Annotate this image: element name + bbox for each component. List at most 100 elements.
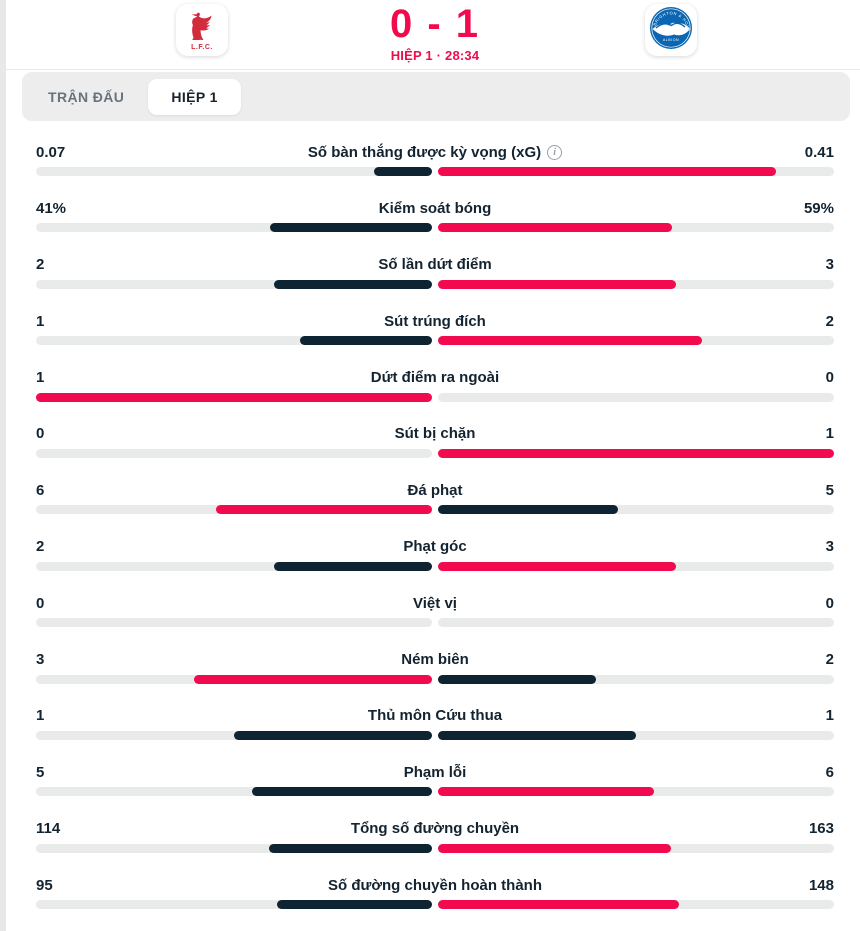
stat-label: Đá phạt [407, 481, 463, 499]
home-bar-track [36, 167, 432, 176]
stat-home-value: 2 [36, 256, 45, 274]
stat-away-value: 5 [825, 481, 834, 499]
home-bar-fill [374, 167, 432, 176]
stat-label: Dứt điểm ra ngoài [370, 369, 500, 387]
away-bar-fill [438, 223, 672, 233]
stat-home-value: 114 [36, 820, 61, 838]
stat-row: 3 Ném biên 2 [36, 631, 834, 687]
away-bar-track [438, 618, 834, 628]
home-bar-track [36, 279, 432, 289]
svg-text:ALBION: ALBION [663, 38, 679, 42]
stat-home-value: 95 [36, 876, 53, 894]
away-bar-fill [438, 730, 636, 740]
away-bar-track [438, 336, 834, 346]
away-bar-fill [438, 787, 654, 797]
stat-bars [36, 505, 834, 515]
home-bar-fill [194, 674, 432, 684]
liverpool-crest-icon [185, 10, 219, 45]
stat-bars [36, 279, 834, 289]
away-bar-fill [438, 843, 672, 853]
stat-row: 2 Phạt góc 3 [36, 518, 834, 574]
stat-bars [36, 392, 834, 402]
stat-label: Thủ môn Cứu thua [367, 707, 503, 725]
home-bar-fill [300, 336, 432, 346]
stat-row: 0.07 Số bàn thắng được kỳ vọng (xG) i 0.… [36, 123, 834, 179]
stat-home-value: 0.07 [36, 143, 66, 161]
stat-bars [36, 618, 834, 628]
stat-label: Phạt góc [403, 538, 467, 556]
stat-home-value: 1 [36, 369, 45, 387]
home-bar-track [36, 674, 432, 684]
stat-away-value: 0 [825, 369, 834, 387]
stat-away-value: 59% [803, 199, 834, 217]
home-bar-track [36, 392, 432, 402]
score-text: 0 - 1 [389, 2, 481, 46]
home-bar-track [36, 843, 432, 853]
stat-bars [36, 730, 834, 740]
stat-label: Số đường chuyền hoàn thành [327, 876, 543, 894]
stat-row: 1 Dứt điểm ra ngoài 0 [36, 349, 834, 405]
away-bar-fill [438, 900, 680, 910]
away-bar-fill [438, 336, 702, 346]
tab-tran-dau[interactable]: TRẬN ĐẤU [48, 88, 125, 105]
stat-away-value: 3 [825, 256, 834, 274]
stat-home-value: 6 [36, 481, 45, 499]
stat-away-value: 0 [825, 594, 834, 612]
home-bar-track [36, 787, 432, 797]
info-icon[interactable]: i [547, 144, 563, 160]
stat-bars [36, 223, 834, 233]
stat-away-value: 1 [825, 425, 834, 443]
away-bar-fill [438, 505, 618, 515]
period-tabs: TRẬN ĐẤU HIỆP 1 [22, 72, 850, 121]
stat-home-value: 3 [36, 651, 45, 669]
stat-away-value: 2 [825, 651, 834, 669]
stat-row: 114 Tổng số đường chuyền 163 [36, 800, 834, 856]
home-bar-fill [234, 730, 432, 740]
home-bar-fill [216, 505, 432, 515]
stat-away-value: 3 [825, 538, 834, 556]
home-bar-fill [269, 223, 432, 233]
stat-row: 0 Sút bị chặn 1 [36, 405, 834, 461]
home-bar-track [36, 618, 432, 628]
stat-away-value: 1 [825, 707, 834, 725]
home-bar-track [36, 336, 432, 346]
stat-home-value: 1 [36, 707, 45, 725]
away-bar-track [438, 674, 834, 684]
home-bar-track [36, 730, 432, 740]
stat-row: 0 Việt vị 0 [36, 574, 834, 630]
stat-bars [36, 674, 834, 684]
stat-home-value: 0 [36, 594, 45, 612]
tab-hiep-1[interactable]: HIỆP 1 [148, 78, 241, 115]
stat-label: Tổng số đường chuyền [350, 820, 520, 838]
away-bar-track [438, 900, 834, 910]
stat-away-value: 0.41 [804, 143, 834, 161]
stat-label: Sút bị chặn [394, 425, 476, 443]
away-bar-track [438, 730, 834, 740]
stat-bars [36, 787, 834, 797]
stat-away-value: 148 [808, 876, 834, 894]
match-status-text: HIỆP 1 · 28:34 [390, 48, 480, 63]
stat-label: Số bàn thắng được kỳ vọng (xG) i [308, 144, 563, 161]
stat-bars [36, 167, 834, 176]
away-bar-fill [438, 561, 676, 571]
page-edge-strip [0, 0, 6, 931]
stat-row: 5 Phạm lỗi 6 [36, 743, 834, 799]
stat-row: 1 Thủ môn Cứu thua 1 [36, 687, 834, 743]
stat-away-value: 163 [808, 820, 834, 838]
away-team-crest[interactable]: BRIGHTON & HOVE ALBION [645, 2, 697, 56]
away-bar-track [438, 505, 834, 515]
away-bar-track [438, 279, 834, 289]
stat-label: Ném biên [401, 651, 469, 669]
stat-home-value: 1 [36, 312, 45, 330]
home-bar-track [36, 505, 432, 515]
stat-row: 2 Số lần dứt điểm 3 [36, 236, 834, 292]
home-crest-label: L.F.C. [191, 43, 213, 51]
home-bar-fill [269, 843, 432, 853]
away-bar-track [438, 448, 834, 458]
home-team-crest[interactable]: L.F.C. [176, 4, 228, 56]
away-bar-track [438, 843, 834, 853]
away-bar-track [438, 561, 834, 571]
home-bar-fill [36, 392, 432, 402]
stat-row: 41% Kiểm soát bóng 59% [36, 179, 834, 235]
